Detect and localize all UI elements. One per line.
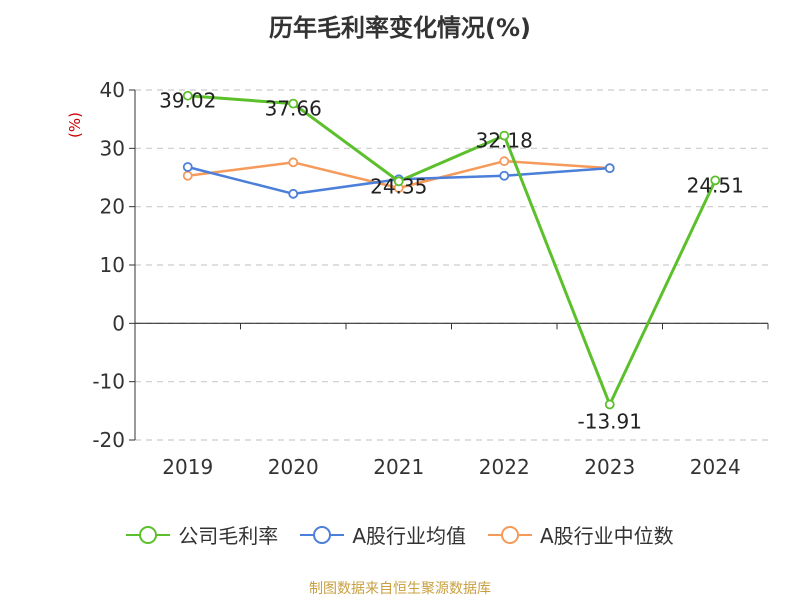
legend-label-industry-avg: A股行业均值 — [352, 524, 466, 548]
data-point — [288, 98, 299, 109]
data-point — [710, 175, 721, 186]
data-point — [182, 90, 193, 101]
data-point — [604, 399, 615, 410]
data-point — [499, 130, 510, 141]
x-tick-label: 2023 — [584, 455, 635, 479]
data-label: 32.18 — [476, 129, 533, 153]
data-point — [499, 170, 510, 181]
data-label: 37.66 — [265, 97, 322, 121]
y-tick-label: -10 — [92, 370, 125, 394]
data-label: 39.02 — [159, 89, 216, 113]
y-tick-label: 10 — [100, 253, 125, 277]
data-point — [182, 162, 193, 172]
series-line-0 — [187, 94, 717, 406]
legend-item-industry-avg[interactable]: A股行业均值 — [300, 520, 466, 549]
data-point — [393, 176, 404, 187]
legend-marker-industry-avg — [300, 525, 345, 544]
data-point — [182, 170, 193, 181]
data-point — [604, 163, 615, 174]
x-tick-label: 2019 — [162, 455, 213, 479]
chart-title: 历年毛利率变化情况(%) — [269, 14, 531, 42]
source-footer: 制图数据来自恒生聚源数据库 — [309, 581, 491, 597]
legend-marker-company — [126, 525, 171, 544]
data-label: 24.51 — [687, 173, 744, 197]
legend-label-company: 公司毛利率 — [178, 524, 279, 548]
y-axis-label: (%) — [66, 112, 84, 138]
legend-label-industry-median: A股行业中位数 — [540, 524, 674, 548]
x-tick-label: 2020 — [268, 455, 319, 479]
data-label: 24.35 — [370, 174, 427, 198]
data-point — [499, 156, 510, 167]
legend-item-industry-median[interactable]: A股行业中位数 — [488, 520, 674, 549]
y-tick-label: 40 — [100, 78, 125, 102]
y-tick-label: 20 — [100, 195, 125, 219]
legend-item-company[interactable]: 公司毛利率 — [126, 520, 278, 549]
data-label: -13.91 — [578, 409, 642, 433]
y-tick-label: 0 — [112, 311, 125, 335]
x-tick-label: 2021 — [373, 455, 424, 479]
legend: 公司毛利率 A股行业均值 A股行业中位数 — [0, 520, 800, 549]
x-tick-label: 2024 — [690, 455, 741, 479]
x-tick-label: 2022 — [479, 455, 530, 479]
data-point — [288, 188, 299, 199]
y-tick-label: -20 — [92, 428, 125, 452]
legend-marker-industry-median — [488, 525, 532, 544]
y-tick-label: 30 — [100, 136, 125, 160]
data-point — [288, 157, 299, 168]
